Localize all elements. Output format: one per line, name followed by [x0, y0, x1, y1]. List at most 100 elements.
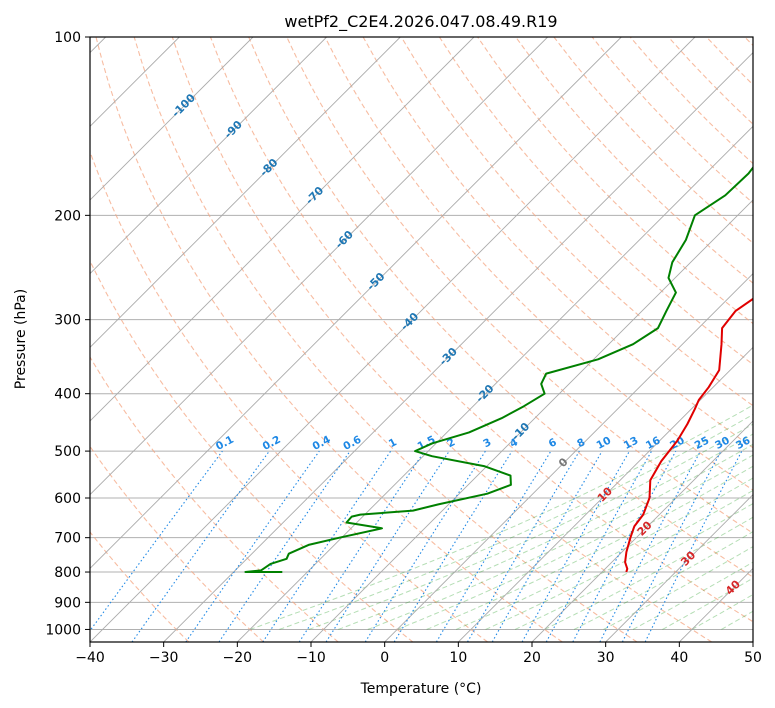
x-tick-label: 20: [523, 650, 541, 666]
x-tick-label: −30: [149, 650, 179, 666]
isotherm-label: -50: [364, 270, 387, 293]
moist-adiabat: [338, 433, 753, 630]
y-tick-label: 400: [54, 387, 81, 403]
plot-frame: [89, 36, 754, 643]
x-tick-label: −40: [75, 650, 105, 666]
dry-adiabat: [324, 37, 753, 491]
isotherm-line: [90, 37, 548, 496]
isotherm-line: [90, 37, 401, 348]
mixing-ratio-label: 0.2: [261, 434, 283, 453]
x-tick-label: 50: [744, 650, 762, 666]
dry-adiabat: [591, 37, 753, 204]
isotherm-line: [90, 37, 696, 642]
chart-title: wetPf2_C2E4.2026.047.08.49.R19: [284, 12, 557, 32]
x-tick-label: 0: [380, 650, 389, 666]
isotherm-label: -70: [303, 184, 326, 207]
x-tick-label: 30: [597, 650, 615, 666]
dry-adiabat: [90, 445, 264, 642]
y-tick-label: 200: [54, 208, 81, 224]
mixing-ratio-label: 0.1: [214, 434, 236, 453]
moist-adiabat: [397, 454, 753, 630]
moist-adiabat: [721, 610, 753, 630]
x-tick-label: −20: [223, 650, 253, 666]
dry-adiabat: [438, 37, 753, 366]
isotherm-line: [90, 37, 254, 201]
moist-adiabats: [249, 404, 753, 630]
y-tick-label: 700: [54, 531, 81, 547]
moist-adiabat: [456, 477, 753, 630]
isotherm-line: [90, 37, 622, 569]
dry-adiabat: [515, 37, 753, 284]
moist-adiabat: [632, 561, 753, 630]
moist-adiabat: [485, 489, 753, 630]
mixing-ratio-label: 0.6: [341, 434, 363, 453]
isotherm-label: -60: [333, 228, 356, 251]
isotherm-line: [384, 273, 753, 642]
mixing-ratio-line: [521, 450, 630, 642]
mixing-ratio-label: 1: [387, 436, 399, 450]
isotherm-line: [752, 641, 753, 642]
isotherms: [90, 37, 753, 642]
mixing-ratio-line: [218, 450, 351, 642]
mixing-ratio-line: [572, 450, 677, 642]
dry-adiabat: [362, 37, 753, 449]
x-tick-label: 40: [670, 650, 688, 666]
dry-adiabat: [95, 37, 563, 642]
mixing-ratio-labels: 0.1 0.2 0.4 0.6 1 1.5 2 3 4 6 8 10 13 16 20 25 30 36: [214, 434, 753, 453]
dewpoint-profile-line: [244, 165, 753, 573]
isotherm-label: -90: [222, 118, 245, 141]
mixing-ratio-label: 6: [547, 436, 559, 450]
mixing-ratio-line: [467, 450, 580, 642]
dry-adiabat: [90, 259, 414, 642]
plot-area: -100-90-80-70-60-50-40-30-20-10010203040…: [90, 37, 753, 642]
dry-adiabats: [90, 37, 753, 642]
dry-adiabat: [90, 531, 190, 642]
isotherm-line: [458, 346, 753, 642]
mixing-ratio-label: 16: [644, 435, 663, 452]
isotherm-line: [605, 494, 753, 642]
pressure-gridlines: [90, 37, 753, 630]
mixing-ratio-line: [621, 450, 722, 642]
isotherm-label: -20: [473, 382, 496, 405]
dry-adiabat: [744, 37, 753, 47]
dry-adiabat: [706, 37, 753, 86]
mixing-ratio-line: [435, 450, 552, 642]
y-axis-ticks: 100 200 300 400 500 600 700 800 900 1000: [45, 30, 90, 638]
mixing-ratio-line: [298, 450, 425, 642]
temperature-profile-line: [624, 297, 753, 573]
dry-adiabat: [553, 37, 753, 244]
y-axis-label: Pressure (hPa): [13, 289, 29, 389]
mixing-ratio-line: [545, 450, 653, 642]
mixing-ratio-line: [644, 450, 743, 642]
mixing-ratio-label: 13: [622, 435, 641, 452]
isotherm-line: [237, 125, 753, 642]
x-tick-label: 10: [449, 650, 467, 666]
isotherm-label: 0: [556, 455, 571, 470]
mixing-ratio-label: 30: [713, 435, 732, 452]
moist-adiabat: [279, 413, 753, 630]
isotherm-line: [90, 37, 475, 422]
y-tick-label: 1000: [45, 622, 81, 638]
isotherm-line: [90, 37, 327, 275]
mixing-ratio-line: [262, 450, 392, 642]
moist-adiabat: [367, 443, 753, 630]
isotherm-label: -30: [437, 345, 460, 368]
mixing-ratio-line: [185, 450, 320, 642]
isotherm-label: -40: [398, 310, 421, 333]
dry-adiabat: [248, 37, 753, 578]
mixing-ratio-label: 10: [595, 435, 614, 452]
moist-adiabat: [308, 423, 753, 630]
moist-adiabat: [249, 404, 753, 630]
dry-adiabat: [400, 37, 753, 407]
isotherm-line: [531, 420, 753, 642]
mixing-ratio-lines: [90, 450, 743, 642]
isotherm-label: 40: [723, 577, 743, 597]
profiles: [244, 165, 753, 573]
isotherm-line: [310, 199, 753, 642]
dry-adiabat: [171, 37, 712, 642]
moist-adiabat: [573, 531, 753, 630]
isotherm-line: [163, 52, 753, 642]
dry-adiabat: [90, 356, 339, 642]
